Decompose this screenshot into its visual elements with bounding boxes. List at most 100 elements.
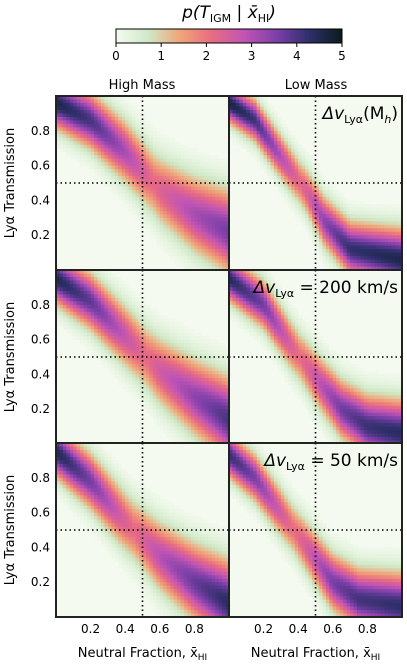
heatmap-cell xyxy=(340,395,344,399)
heatmap-cell xyxy=(333,190,337,194)
heatmap-cell xyxy=(243,280,247,284)
heatmap-cell xyxy=(395,211,399,215)
heatmap-cell xyxy=(378,420,382,424)
heatmap-cell xyxy=(201,200,205,204)
heatmap-cell xyxy=(364,409,368,413)
heatmap-cell xyxy=(174,322,178,326)
heatmap-cell xyxy=(163,381,167,385)
heatmap-cell xyxy=(170,409,174,413)
heatmap-cell xyxy=(125,200,129,204)
heatmap-cell xyxy=(322,225,326,229)
heatmap-cell xyxy=(347,253,351,257)
heatmap-cell xyxy=(160,204,164,208)
heatmap-cell xyxy=(191,193,195,197)
heatmap-cell xyxy=(125,381,129,385)
heatmap-cell xyxy=(111,298,115,302)
heatmap-cell xyxy=(354,430,358,434)
heatmap-cell xyxy=(91,340,95,344)
heatmap-cell xyxy=(350,218,354,222)
heatmap-cell xyxy=(232,284,236,288)
heatmap-cell xyxy=(184,232,188,236)
heatmap-cell xyxy=(326,381,330,385)
heatmap-cell xyxy=(291,347,295,351)
heatmap-cell xyxy=(181,381,185,385)
heatmap-cell xyxy=(98,350,102,354)
heatmap-cell xyxy=(187,218,191,222)
heatmap-cell xyxy=(191,221,195,225)
heatmap-cell xyxy=(91,127,95,131)
heatmap-cell xyxy=(329,367,333,371)
heatmap-cell xyxy=(302,322,306,326)
heatmap-cell xyxy=(194,347,198,351)
heatmap-cell xyxy=(364,204,368,208)
heatmap-cell xyxy=(160,360,164,364)
heatmap-cell xyxy=(267,138,271,142)
heatmap-cell xyxy=(215,416,219,420)
heatmap-cell xyxy=(63,301,67,305)
heatmap-cell xyxy=(122,145,126,149)
heatmap-cell xyxy=(378,221,382,225)
heatmap-cell xyxy=(104,141,108,145)
heatmap-cell xyxy=(191,430,195,434)
heatmap-cell xyxy=(222,235,226,239)
heatmap-cell xyxy=(374,225,378,229)
heatmap-cell xyxy=(98,347,102,351)
heatmap-cell xyxy=(111,152,115,156)
heatmap-cell xyxy=(191,333,195,337)
heatmap-cell xyxy=(73,284,77,288)
heatmap-cell xyxy=(201,378,205,382)
heatmap-cell xyxy=(87,155,91,159)
heatmap-cell xyxy=(367,406,371,410)
heatmap-cell xyxy=(122,169,126,173)
heatmap-cell xyxy=(184,326,188,330)
heatmap-cell xyxy=(208,343,212,347)
heatmap-cell xyxy=(122,298,126,302)
heatmap-cell xyxy=(91,322,95,326)
heatmap-cell xyxy=(156,402,160,406)
heatmap-cell xyxy=(177,343,181,347)
heatmap-cell xyxy=(367,371,371,375)
heatmap-cell xyxy=(63,312,67,316)
heatmap-cell xyxy=(111,280,115,284)
heatmap-cell xyxy=(329,242,333,246)
heatmap-cell xyxy=(153,197,157,201)
heatmap-cell xyxy=(70,138,74,142)
heatmap-cell xyxy=(291,166,295,170)
heatmap-cell xyxy=(194,221,198,225)
heatmap-cell xyxy=(70,127,74,131)
heatmap-cell xyxy=(170,395,174,399)
heatmap-cell xyxy=(177,347,181,351)
heatmap-cell xyxy=(122,110,126,114)
heatmap-cell xyxy=(115,148,119,152)
heatmap-cell xyxy=(329,249,333,253)
heatmap-cell xyxy=(59,124,63,128)
heatmap-cell xyxy=(136,186,140,190)
heatmap-cell xyxy=(94,159,98,163)
heatmap-cell xyxy=(277,131,281,135)
heatmap-cell xyxy=(267,326,271,330)
heatmap-cell xyxy=(143,374,147,378)
heatmap-cell xyxy=(73,134,77,138)
heatmap-cell xyxy=(146,333,150,337)
heatmap-cell xyxy=(340,197,344,201)
heatmap-cell xyxy=(257,155,261,159)
heatmap-cell xyxy=(326,409,330,413)
colorbar-bar xyxy=(116,29,342,43)
heatmap-cell xyxy=(302,204,306,208)
heatmap-cell xyxy=(181,190,185,194)
heatmap-cell xyxy=(309,371,313,375)
heatmap-cell xyxy=(174,148,178,152)
heatmap-cell xyxy=(80,287,84,291)
heatmap-cell xyxy=(122,326,126,330)
heatmap-cell xyxy=(326,437,330,441)
heatmap-cell xyxy=(302,197,306,201)
heatmap-cell xyxy=(84,287,88,291)
heatmap-cell xyxy=(319,350,323,354)
heatmap-cell xyxy=(146,350,150,354)
heatmap-cell xyxy=(167,152,171,156)
heatmap-cell xyxy=(132,374,136,378)
heatmap-cell xyxy=(295,385,299,389)
heatmap-cell xyxy=(91,336,95,340)
heatmap-cell xyxy=(77,280,81,284)
heatmap-cell xyxy=(125,350,129,354)
